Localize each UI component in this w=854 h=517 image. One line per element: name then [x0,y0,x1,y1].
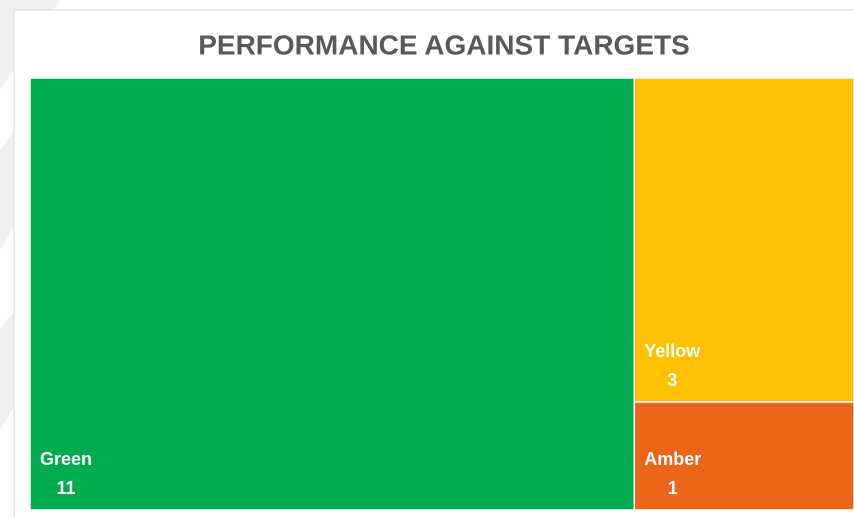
treemap-tile [29,77,636,511]
tile-label: Amber [644,449,701,469]
tile-value: 3 [667,370,677,390]
chart-title: PERFORMANCE AGAINST TARGETS [198,29,690,60]
tile-label: Green [40,449,92,469]
tile-value: 1 [668,478,678,498]
treemap-tile [633,77,854,403]
tile-label: Yellow [644,341,701,361]
tile-value: 11 [57,478,76,498]
treemap-tile [633,401,854,511]
